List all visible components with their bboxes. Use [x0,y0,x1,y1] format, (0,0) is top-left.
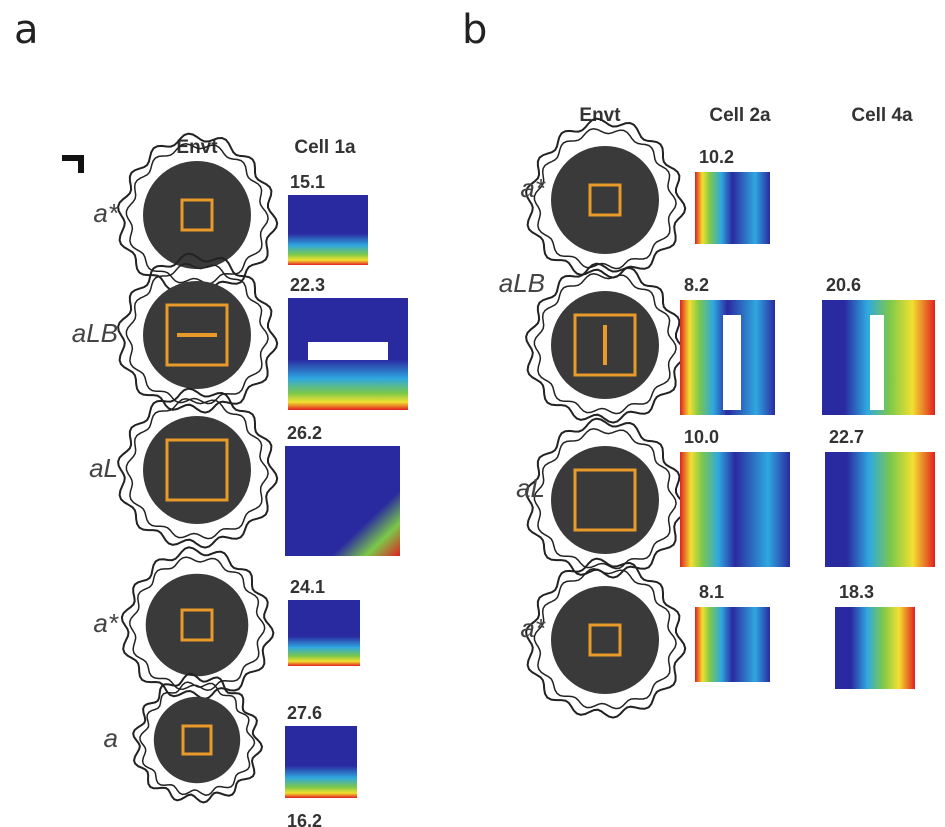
rate-map [288,600,360,666]
peak-rate: 8.2 [684,275,709,295]
panel-label: a [14,7,39,53]
floor [154,697,240,783]
figure: a Envt Cell 1a a* 15.1 aLB 22.3 aL 26.2 a* 24.1 a 27… [0,0,945,827]
barrier-hole [308,342,388,360]
peak-rate: 10.2 [699,147,734,167]
rate-map [835,607,915,689]
column-header: Cell 4a [851,105,913,126]
peak-rate: 26.2 [287,423,322,443]
column-header: Envt [579,105,621,126]
barrier-hole [723,315,741,410]
env-label: aLB [499,268,545,298]
peak-rate: 16.2 [287,811,322,827]
floor [143,416,251,524]
peak-rate: 22.7 [829,427,864,447]
env-label: aL [516,473,545,503]
barrier-hole [870,315,884,410]
column-header: Cell 2a [709,105,771,126]
peak-rate: 15.1 [290,172,325,192]
peak-rate: 22.3 [290,275,325,295]
peak-rate: 20.6 [826,275,861,295]
peak-rate: 27.6 [287,703,322,723]
floor [551,586,659,694]
env-label: a* [93,198,118,228]
floor [551,146,659,254]
env-label: a* [520,613,545,643]
floor [146,574,249,677]
peak-rate: 10.0 [684,427,719,447]
rate-map [285,726,357,798]
panel-label: b [462,7,487,53]
env-label: aL [89,453,118,483]
peak-rate: 8.1 [699,582,724,602]
rate-map [695,172,770,244]
peak-rate: 18.3 [839,582,874,602]
rate-map [285,446,400,556]
peak-rate: 24.1 [290,577,325,597]
env-label: a [104,723,118,753]
env-label: a* [520,173,545,203]
rate-map [288,195,368,265]
rate-map [695,607,770,682]
env-label: aLB [72,318,118,348]
rate-map [680,452,790,567]
column-header: Cell 1a [294,137,356,158]
rate-map [825,452,935,567]
floor [143,161,251,269]
cropped-mark [62,155,84,173]
env-label: a* [93,608,118,638]
floor [551,446,659,554]
